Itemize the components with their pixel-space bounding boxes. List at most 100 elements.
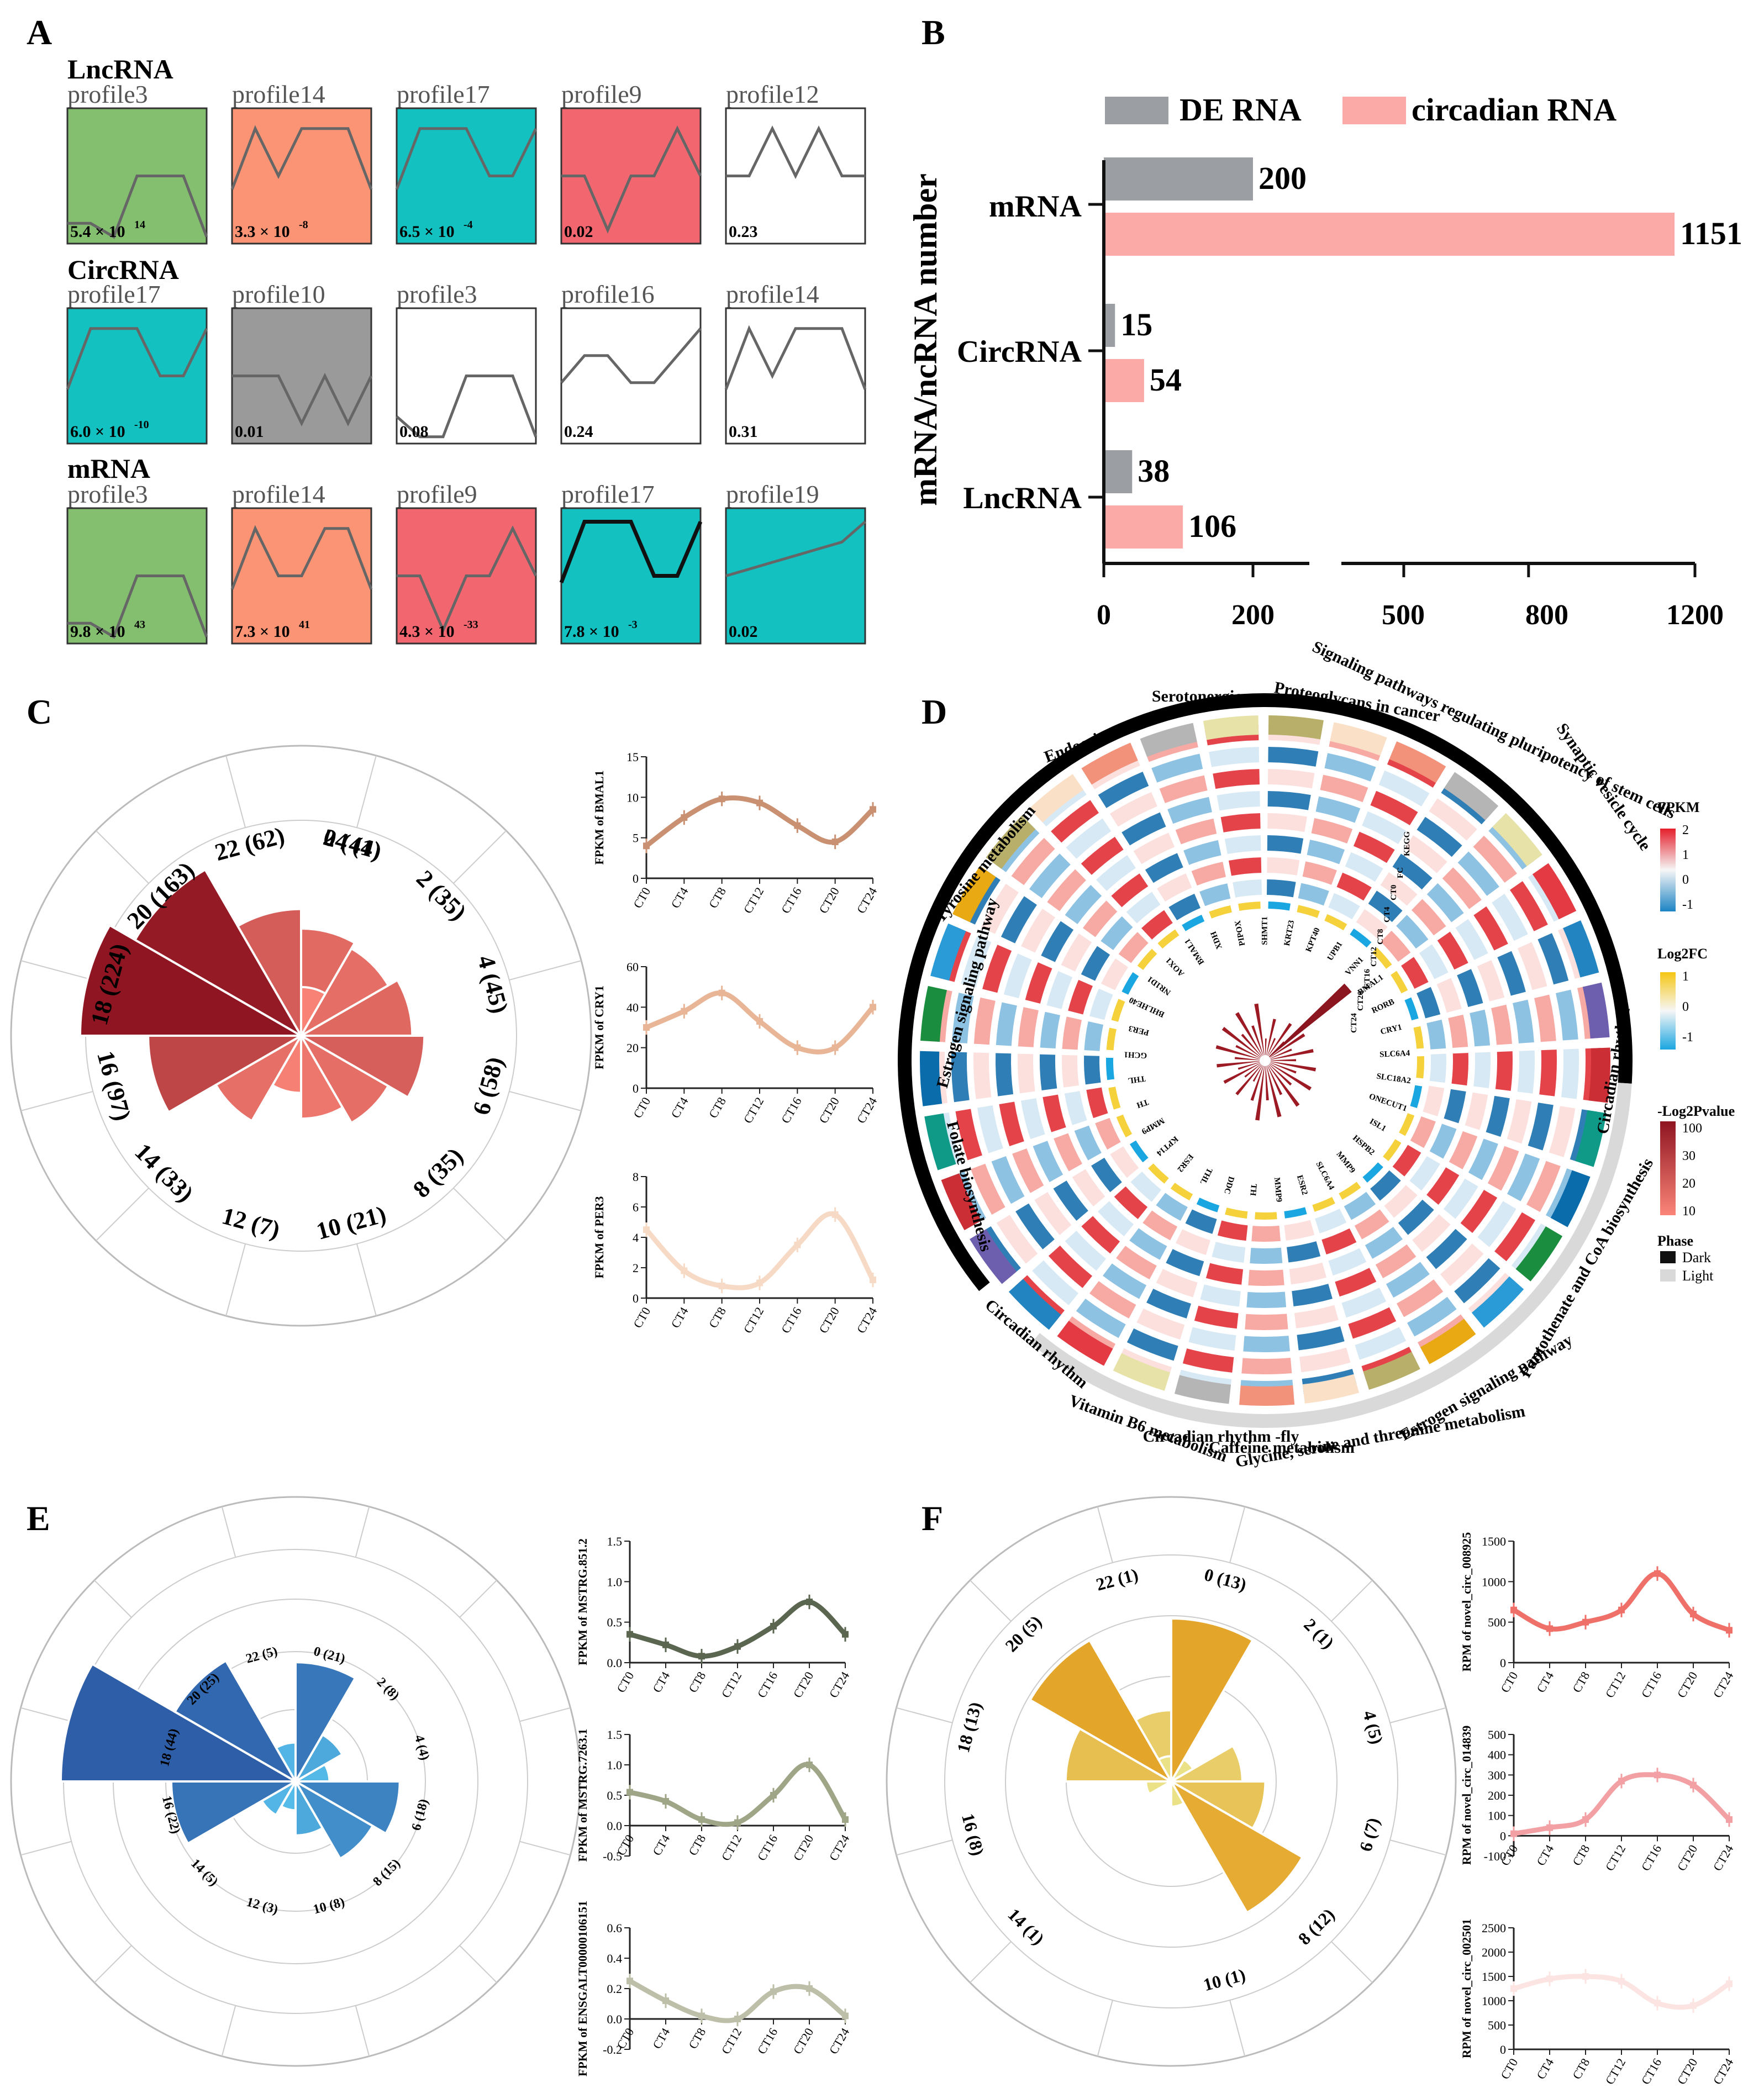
side-x-tick-label: CT0 (630, 885, 653, 910)
side-x-tick-label: CT12 (741, 885, 767, 916)
circos-heat-cell (1074, 1125, 1102, 1161)
side-point (698, 1653, 705, 1660)
side-y-tick-label: 0 (1500, 1656, 1506, 1670)
polar-outer-ring (886, 1496, 1457, 2067)
side-x-tick-label: CT4 (668, 885, 691, 910)
side-y-tick-label: 100 (1488, 1809, 1506, 1823)
legend-swatch-de-rna (1105, 97, 1168, 124)
profile-p-value: 6.0 × 10 (70, 423, 125, 441)
circos-p-bar (1268, 1022, 1292, 1056)
polar-sector (1157, 1755, 1172, 1786)
side-curve (1512, 1571, 1730, 1633)
circos-heat-cell (1130, 1171, 1162, 1202)
legend-fpkm-tick: 0 (1682, 873, 1689, 887)
side-x-tick-label: CT12 (719, 2026, 745, 2057)
circos-heat-cell (1284, 1220, 1315, 1241)
side-x-tick-label: CT4 (650, 1832, 672, 1858)
polar-spoke (1389, 1839, 1446, 1856)
profile-p-exponent: -10 (134, 419, 149, 431)
circos-heat-cell (1029, 853, 1071, 898)
panel-b: B DE RNA circadian RNA mRNA/ncRNA number… (907, 13, 1742, 631)
polar-sector-label: 2 (8) (374, 1675, 402, 1703)
side-y-tick-label: 20 (626, 1041, 639, 1055)
side-point (1654, 1771, 1661, 1779)
side-point (794, 1241, 801, 1248)
profile-p-value: 3.3 × 10 (235, 223, 290, 241)
profile-p-exponent: 43 (134, 619, 145, 631)
circos-heat-cell (1042, 1094, 1066, 1132)
side-x-tick-label: CT12 (1603, 1669, 1629, 1700)
side-x-tick-label: CT20 (1675, 1842, 1700, 1873)
side-y-tick-label: 1500 (1482, 1970, 1506, 1984)
circos-heat-cell (1156, 1193, 1188, 1221)
circos-ring-label: CT16 (1363, 969, 1372, 989)
circos-heat-cell (1486, 1095, 1510, 1137)
polar-spoke (459, 1580, 497, 1618)
b-bar-de-rna (1104, 304, 1115, 347)
circos-heat-cell (1015, 1203, 1055, 1249)
circos-heat-cell (1076, 1299, 1126, 1338)
polar-spoke (1331, 1941, 1373, 1983)
b-category-mrna: mRNA (989, 189, 1082, 224)
circos-heat-cell (1396, 915, 1429, 949)
side-y-label: FPKM of MSTRG.7263.1 (576, 1729, 589, 1862)
profile-p-exponent: -8 (299, 219, 308, 231)
circos-heat-cell (981, 883, 1019, 934)
side-point (842, 1631, 849, 1638)
circos-p-bar (1265, 1038, 1267, 1056)
legend-fc-tick: -1 (1682, 1030, 1693, 1045)
side-point (842, 1816, 849, 1823)
circos-heat-cell (1287, 1241, 1321, 1263)
circos-heat-cell (1392, 853, 1433, 890)
circos-heat-cell (1268, 747, 1319, 767)
side-x-tick-label: CT0 (630, 1095, 653, 1120)
circos-fc-cell (1416, 1056, 1424, 1079)
profile-p-exponent: 14 (134, 219, 145, 231)
profile-trend-line (724, 325, 867, 390)
circos-heat-cell (1370, 790, 1418, 826)
side-x-tick-label: CT24 (854, 885, 880, 916)
circos-heat-cell (951, 993, 974, 1043)
side-point (718, 989, 725, 996)
polar-spoke (20, 960, 93, 981)
circos-heat-cell (1156, 1269, 1198, 1298)
profile-p-value: 0.23 (729, 223, 758, 241)
side-x-tick-label: CT12 (719, 1832, 745, 1863)
circos-p-bar (1270, 1049, 1314, 1060)
profile-p-exponent: -33 (464, 619, 478, 631)
circos-heat-cell (1062, 1054, 1079, 1088)
circos-heat-cell (1068, 979, 1093, 1015)
circos-heat-cell (1473, 906, 1508, 951)
side-y-tick-label: 0.0 (607, 1819, 623, 1833)
circos-gene-label: PER3 (1128, 1024, 1150, 1037)
side-y-tick-label: 0.0 (607, 2012, 623, 2026)
circos-heat-cell (1188, 1327, 1236, 1351)
circos-heat-cell (1411, 899, 1446, 936)
side-point (662, 1641, 669, 1648)
circos-heat-cell (1417, 816, 1462, 857)
circos-heat-cell (1250, 1247, 1283, 1264)
circos-heat-cell (1133, 832, 1175, 864)
b-bar-value: 106 (1188, 508, 1236, 544)
circos-fc-cell (1284, 1207, 1307, 1219)
circos-heat-cell (1168, 893, 1200, 921)
circos-heat-cell (1018, 1007, 1039, 1047)
circos-p-bar (1270, 1048, 1292, 1059)
circos-heat-cell (1289, 1262, 1327, 1285)
side-line-chart: 0 5 10 15 CT0 CT4 CT8 CT12 CT16 CT20 CT24 FPKM of B… (592, 750, 880, 916)
polar-spoke (1229, 1506, 1246, 1563)
polar-spoke (221, 2005, 236, 2057)
circos-fc-cell (1148, 1163, 1169, 1184)
circos-p-bar (1266, 1066, 1282, 1117)
circos-heat-cell (1487, 1146, 1519, 1191)
side-x-tick-label: CT24 (826, 1832, 852, 1863)
circos-heat-cell (1175, 818, 1217, 845)
circos-fc-cell (1116, 1114, 1133, 1137)
side-point (831, 1044, 839, 1051)
circos-heat-cell (1267, 835, 1304, 854)
side-y-tick-label: 1000 (1482, 1575, 1506, 1589)
profile-name: profile17 (397, 80, 490, 108)
circos-fc-cell (1108, 1087, 1121, 1110)
side-x-tick-label: CT16 (1639, 1669, 1665, 1700)
circos-heat-cell (1335, 1268, 1377, 1297)
